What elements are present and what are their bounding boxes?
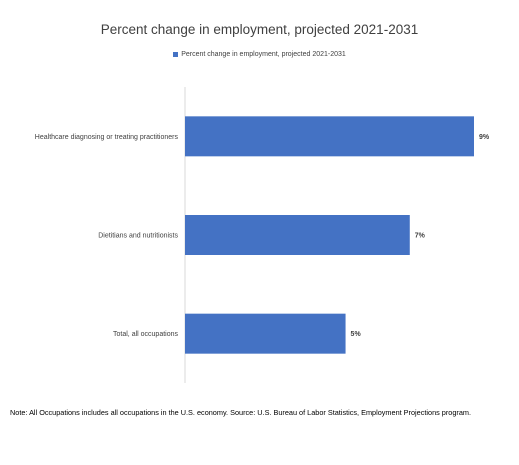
category-label-1: Dietitians and nutritionists [98, 233, 178, 240]
legend-swatch [173, 52, 179, 57]
legend: Percent change in employment, projected … [0, 51, 519, 58]
data-label-0: 9% [479, 134, 490, 141]
bar-2 [185, 313, 346, 354]
category-label-2: Total, all occupations [113, 331, 178, 338]
category-label-0: Healthcare diagnosing or treating practi… [35, 134, 179, 141]
footnote: Note: All Occupations includes all occup… [10, 408, 472, 417]
legend-label: Percent change in employment, projected … [181, 51, 346, 58]
bar-chart: Healthcare diagnosing or treating practi… [35, 87, 490, 383]
bar-1 [185, 215, 410, 255]
bar-0 [185, 116, 474, 157]
data-label-2: 5% [351, 331, 362, 338]
chart-title: Percent change in employment, projected … [100, 22, 419, 37]
data-label-1: 7% [415, 233, 426, 240]
